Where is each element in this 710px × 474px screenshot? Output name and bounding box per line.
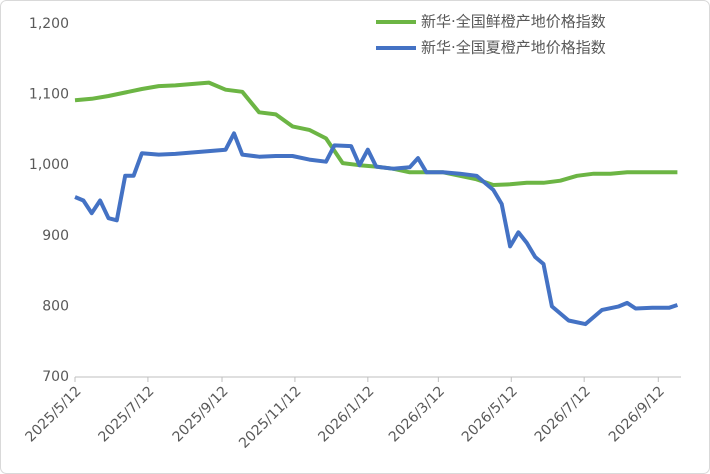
y-tick-label: 1,000 (29, 157, 69, 173)
y-tick-label: 700 (42, 369, 69, 385)
y-tick-label: 900 (42, 228, 69, 244)
y-tick-label: 1,100 (29, 87, 69, 103)
legend-label: 新华·全国鲜橙产地价格指数 (421, 13, 606, 31)
series-line (74, 131, 679, 327)
y-tick-label: 1,200 (29, 16, 69, 32)
legend-label: 新华·全国夏橙产地价格指数 (421, 39, 606, 57)
y-tick-label: 800 (42, 298, 69, 314)
